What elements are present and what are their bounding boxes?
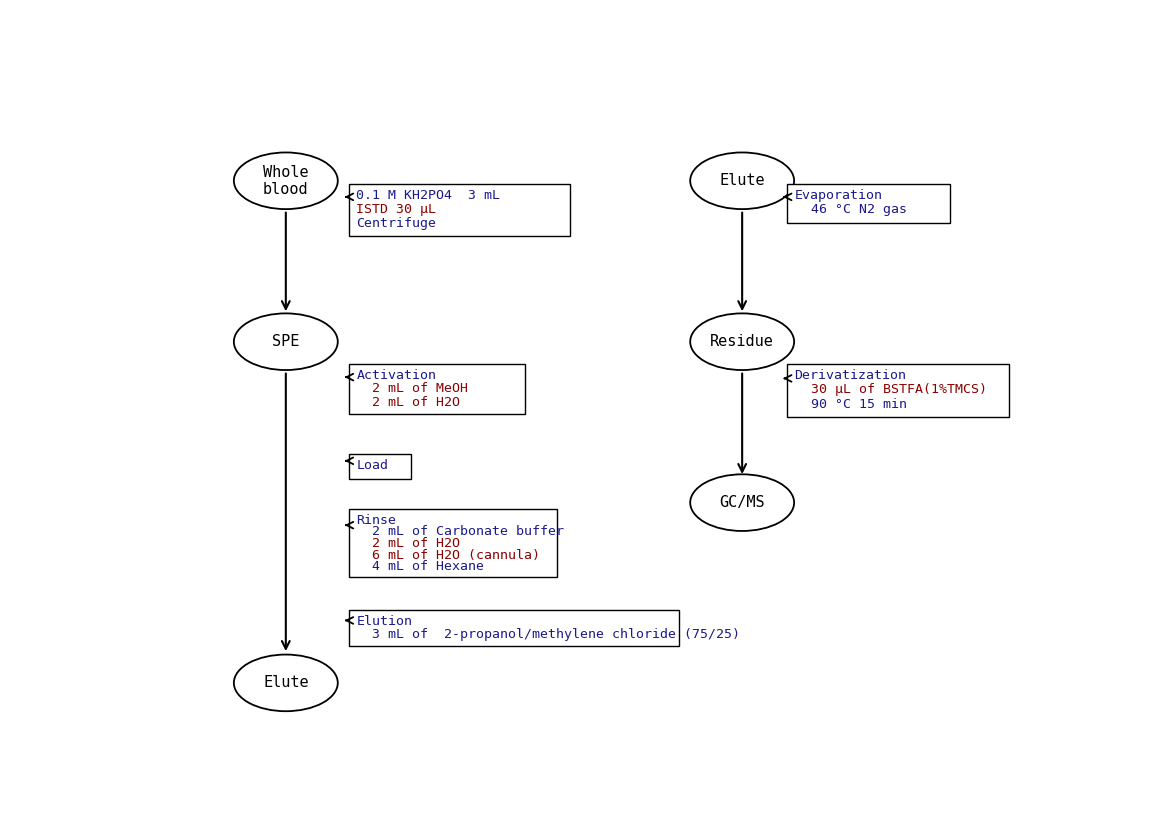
Bar [349,184,570,236]
Text: 2 mL of H2O: 2 mL of H2O [357,537,461,550]
Bar [787,364,1009,417]
Text: 3 mL of  2-propanol/methylene chloride (75/25): 3 mL of 2-propanol/methylene chloride (7… [357,628,740,641]
Text: GC/MS: GC/MS [719,495,765,510]
Text: 90 °C 15 min: 90 °C 15 min [794,398,907,411]
Text: 0.1 M KH2PO4  3 mL: 0.1 M KH2PO4 3 mL [357,188,500,201]
Text: 2 mL of MeOH: 2 mL of MeOH [357,383,469,395]
Text: Activation: Activation [357,369,436,382]
Text: Load: Load [357,459,388,472]
Text: 2 mL of Carbonate buffer: 2 mL of Carbonate buffer [357,525,564,538]
Ellipse shape [234,655,338,711]
Text: Centrifuge: Centrifuge [357,217,436,230]
Text: 30 μL of BSTFA(1%TMCS): 30 μL of BSTFA(1%TMCS) [794,384,986,396]
Bar [349,455,410,479]
Text: 46 °C N2 gas: 46 °C N2 gas [794,203,907,217]
Text: Residue: Residue [710,334,774,349]
Text: 2 mL of H2O: 2 mL of H2O [357,396,461,409]
Text: Elution: Elution [357,614,413,628]
Text: Derivatization: Derivatization [794,369,907,382]
Ellipse shape [690,152,794,209]
Text: Whole
blood: Whole blood [264,165,309,197]
Text: Elute: Elute [719,173,765,188]
Ellipse shape [690,314,794,370]
Ellipse shape [690,474,794,531]
Bar [349,364,526,415]
Text: 6 mL of H2O (cannula): 6 mL of H2O (cannula) [357,548,540,562]
Ellipse shape [234,152,338,209]
Text: 4 mL of Hexane: 4 mL of Hexane [357,560,484,573]
Text: Evaporation: Evaporation [794,188,883,201]
Bar [349,610,679,645]
Text: Elute: Elute [264,675,309,691]
Ellipse shape [234,314,338,370]
Bar [787,184,950,222]
Text: SPE: SPE [272,334,300,349]
Text: ISTD 30 μL: ISTD 30 μL [357,202,436,216]
Bar [349,509,557,577]
Text: Rinse: Rinse [357,513,396,527]
